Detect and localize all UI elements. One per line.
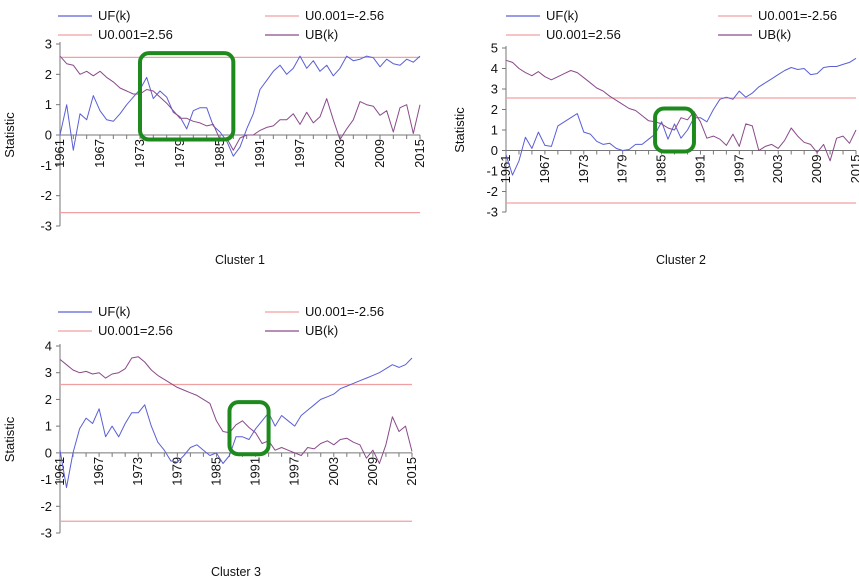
y-tick-label: 1 xyxy=(45,97,52,112)
series-line-ub xyxy=(59,55,421,151)
y-tick-label: 4 xyxy=(45,339,52,354)
x-tick-label: 1991 xyxy=(252,139,267,168)
y-tick-label: -2 xyxy=(40,499,52,514)
y-tick-label: 5 xyxy=(491,41,498,56)
legend-label-pos: U0.001=2.56 xyxy=(98,27,173,42)
legend-label-uf: UF(k) xyxy=(98,304,131,319)
legend-label-uf: UF(k) xyxy=(546,8,579,23)
x-tick-label: 1967 xyxy=(537,155,552,184)
x-tick-label: 1961 xyxy=(498,155,513,184)
legend-label-pos: U0.001=2.56 xyxy=(98,323,173,338)
x-tick-label: 1979 xyxy=(172,139,187,168)
series-line-uf xyxy=(59,55,421,157)
x-tick-label: 1985 xyxy=(654,155,669,184)
y-axis-label: Statistic xyxy=(2,112,17,158)
y-tick-label: 2 xyxy=(491,102,498,117)
x-tick-label: 2009 xyxy=(365,457,380,486)
legend-label-neg: U0.001=-2.56 xyxy=(305,8,384,23)
highlight-box xyxy=(227,400,271,457)
x-tick-label: 1985 xyxy=(212,139,227,168)
series-line-uf xyxy=(505,57,857,176)
x-tick-label: 2003 xyxy=(770,155,785,184)
y-tick-label: 2 xyxy=(45,67,52,82)
y-tick-label: 0 xyxy=(45,128,52,143)
x-tick-label: 1967 xyxy=(91,457,106,486)
chart-caption: Cluster 1 xyxy=(215,253,265,267)
y-tick-label: 1 xyxy=(491,123,498,138)
x-tick-label: 2015 xyxy=(404,457,419,486)
x-tick-label: 1979 xyxy=(615,155,630,184)
legend-label-neg: U0.001=-2.56 xyxy=(305,304,384,319)
y-tick-label: 3 xyxy=(45,37,52,52)
x-tick-label: 2015 xyxy=(848,155,859,184)
x-tick-label: 2009 xyxy=(809,155,824,184)
y-tick-label: -3 xyxy=(40,526,52,541)
y-tick-label: -3 xyxy=(486,205,498,220)
y-tick-label: 3 xyxy=(45,365,52,380)
y-tick-label: -2 xyxy=(40,188,52,203)
highlight-box xyxy=(653,106,696,154)
x-tick-label: 1967 xyxy=(92,139,107,168)
y-tick-label: -2 xyxy=(486,184,498,199)
x-tick-label: 2003 xyxy=(326,457,341,486)
x-tick-label: 1973 xyxy=(130,457,145,486)
y-tick-label: 3 xyxy=(491,82,498,97)
series-line-ub xyxy=(59,356,413,464)
x-tick-label: 1997 xyxy=(287,457,302,486)
legend-label-uf: UF(k) xyxy=(98,8,131,23)
x-tick-label: 1997 xyxy=(731,155,746,184)
x-tick-label: 2009 xyxy=(372,139,387,168)
legend-label-pos: U0.001=2.56 xyxy=(546,27,621,42)
y-tick-label: 1 xyxy=(45,419,52,434)
x-tick-label: 1961 xyxy=(52,139,67,168)
chart-caption: Cluster 2 xyxy=(656,253,706,267)
y-tick-label: -1 xyxy=(486,164,498,179)
legend-label-ub: UB(k) xyxy=(305,323,338,338)
y-tick-label: 2 xyxy=(45,392,52,407)
legend-label-ub: UB(k) xyxy=(758,27,791,42)
chart-cluster-1: UF(k) U0.001=-2.56 U0.001=2.56 UB(k) 3 2 1 0 -1 -… xyxy=(0,0,440,280)
x-tick-label: 1961 xyxy=(52,457,67,486)
y-axis-label: Statistic xyxy=(452,107,467,153)
y-tick-label: -3 xyxy=(40,219,52,234)
chart-cluster-3: UF(k) U0.001=-2.56 U0.001=2.56 UB(k) 4 3 2 1 0 -1… xyxy=(0,300,440,580)
x-tick-label: 2003 xyxy=(332,139,347,168)
chart-caption: Cluster 3 xyxy=(211,565,261,579)
y-tick-label: 0 xyxy=(45,445,52,460)
x-tick-label: 2015 xyxy=(412,139,427,168)
series-line-uf xyxy=(59,357,413,489)
x-tick-label: 1991 xyxy=(692,155,707,184)
chart-svg-cluster-2: UF(k) U0.001=-2.56 U0.001=2.56 UB(k) 5 4 3 2 1 0 -… xyxy=(452,8,859,267)
x-tick-label: 1979 xyxy=(169,457,184,486)
y-tick-label: -1 xyxy=(40,472,52,487)
highlight-box xyxy=(138,51,236,142)
legend-label-ub: UB(k) xyxy=(305,27,338,42)
x-tick-label: 1985 xyxy=(208,457,223,486)
y-tick-label: 4 xyxy=(491,61,498,76)
series-line-ub xyxy=(505,59,857,162)
y-tick-label: 0 xyxy=(491,143,498,158)
legend-label-neg: U0.001=-2.56 xyxy=(758,8,837,23)
chart-svg-cluster-1: UF(k) U0.001=-2.56 U0.001=2.56 UB(k) 3 2 1 0 -1 -… xyxy=(2,8,427,267)
x-tick-label: 1991 xyxy=(248,457,263,486)
x-tick-label: 1997 xyxy=(292,139,307,168)
x-tick-label: 1973 xyxy=(132,139,147,168)
y-axis-label: Statistic xyxy=(2,416,17,462)
x-tick-label: 1973 xyxy=(576,155,591,184)
chart-svg-cluster-3: UF(k) U0.001=-2.56 U0.001=2.56 UB(k) 4 3 2 1 0 -1… xyxy=(2,304,419,579)
y-tick-label: -1 xyxy=(40,158,52,173)
chart-cluster-2: UF(k) U0.001=-2.56 U0.001=2.56 UB(k) 5 4 3 2 1 0 -… xyxy=(440,0,859,280)
